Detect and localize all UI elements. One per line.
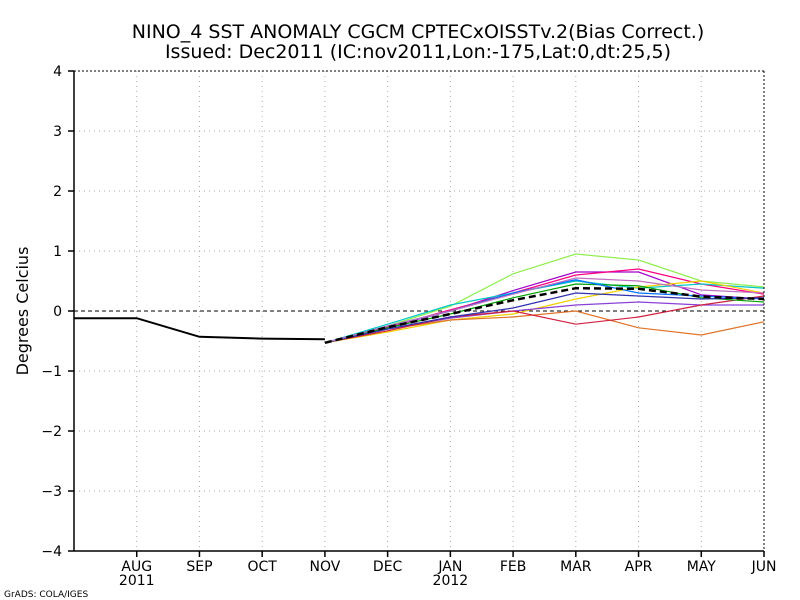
x-tick-label: JUN <box>751 559 777 575</box>
x-tick-label: DEC <box>373 559 403 575</box>
series-line-member-5 <box>324 280 765 344</box>
series-line-member-12 <box>324 277 765 344</box>
series-line-member-1 <box>324 253 765 344</box>
series-line-member-7 <box>324 301 764 344</box>
y-tick-label: 3 <box>53 124 62 140</box>
chart-title: NINO_4 SST ANOMALY CGCM CPTECxOISSTv.2(B… <box>132 21 704 43</box>
y-tick-label: 2 <box>53 184 62 200</box>
series-line-member-8 <box>324 295 765 344</box>
observed-line <box>74 317 325 341</box>
footer-credit: GrADS: COLA/IGES <box>4 590 88 600</box>
y-axis-label: Degrees Celcius <box>13 247 32 376</box>
y-tick-label: 4 <box>53 64 62 80</box>
x-tick-label: APR <box>625 559 653 575</box>
x-tick-year-label: 2012 <box>433 573 469 589</box>
y-tick-label: −4 <box>41 544 62 560</box>
x-tick-label: NOV <box>309 559 340 575</box>
x-tick-label: JAN <box>437 559 462 575</box>
y-tick-label: 0 <box>53 304 62 320</box>
chart-subtitle: Issued: Dec2011 (IC:nov2011,Lon:-175,Lat… <box>165 41 671 63</box>
y-tick-label: −1 <box>41 364 62 380</box>
ensemble-mean-line <box>324 286 765 345</box>
x-tick-label: SEP <box>186 559 212 575</box>
y-tick-label: −3 <box>41 484 62 500</box>
x-tick-label: MAR <box>560 559 592 575</box>
series-line-member-11 <box>324 292 765 344</box>
x-tick-label: AUG <box>121 559 152 575</box>
y-tick-label: −2 <box>41 424 62 440</box>
x-tick-label: MAY <box>687 559 717 575</box>
series-line-member-4 <box>324 280 765 344</box>
x-tick-label: OCT <box>248 559 278 575</box>
x-tick-year-label: 2011 <box>119 573 155 589</box>
y-tick-label: 1 <box>53 244 62 260</box>
series-layer <box>74 253 765 345</box>
x-tick-label: FEB <box>500 559 527 575</box>
